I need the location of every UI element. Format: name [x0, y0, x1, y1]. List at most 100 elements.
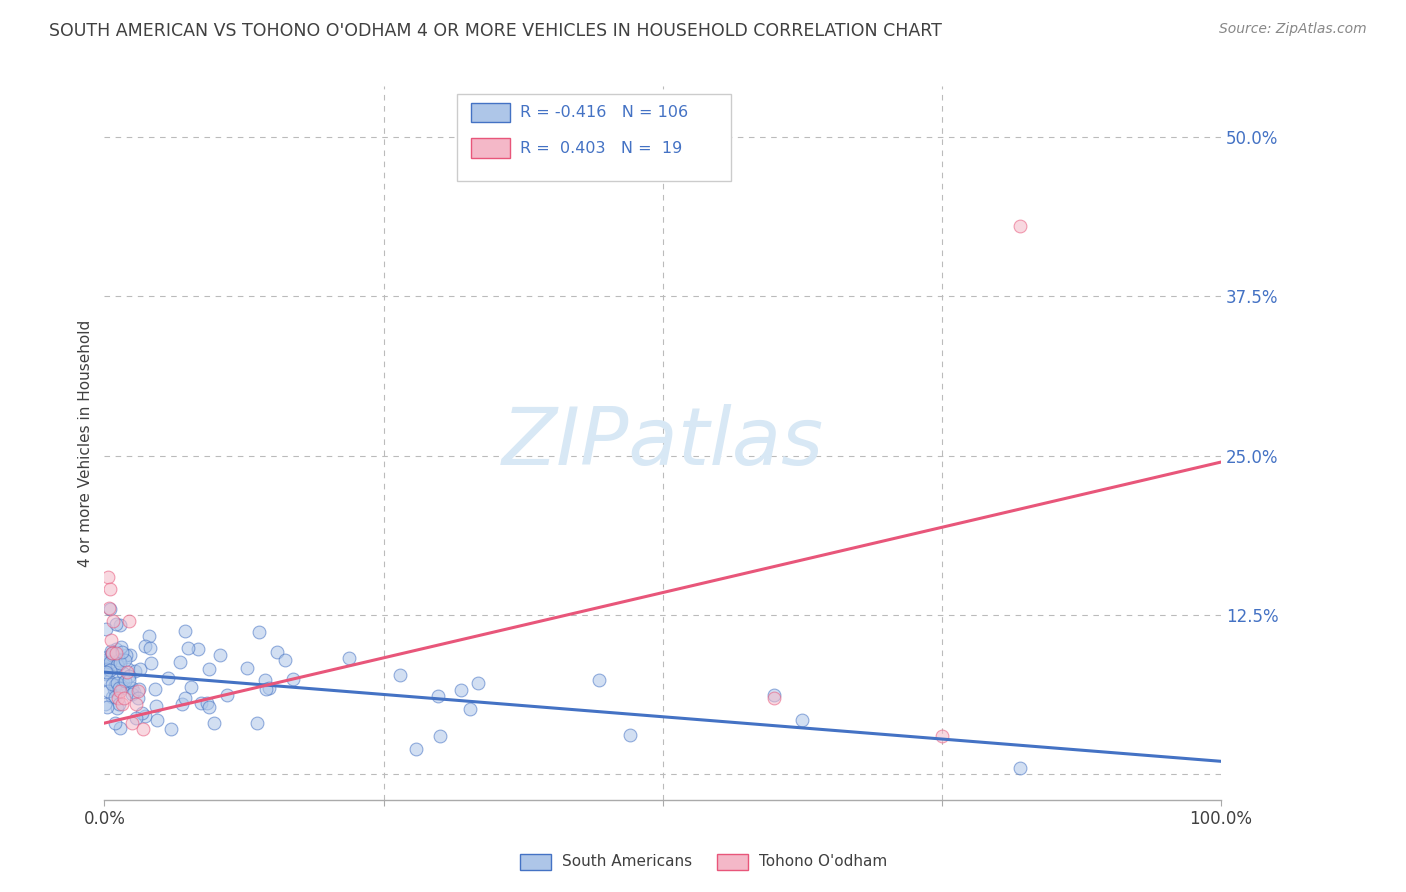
Point [105, 685, 128, 699]
Text: Tohono O'odham: Tohono O'odham [759, 855, 887, 869]
Point [1008, 219, 1031, 234]
Point [111, 666, 134, 681]
Point [97, 683, 120, 698]
Point [124, 697, 146, 711]
Point [118, 673, 141, 687]
Point [98, 655, 121, 669]
Point [138, 629, 160, 643]
Point [146, 713, 169, 727]
Point [246, 715, 269, 730]
Point [105, 676, 128, 690]
Point [94, 655, 117, 669]
Point [107, 657, 129, 672]
Point [104, 646, 127, 660]
Point [96, 649, 118, 664]
Point [174, 624, 197, 638]
Text: SOUTH AMERICAN VS TOHONO O'ODHAM 4 OR MORE VEHICLES IN HOUSEHOLD CORRELATION CHA: SOUTH AMERICAN VS TOHONO O'ODHAM 4 OR MO… [49, 22, 942, 40]
Point [405, 742, 427, 756]
Point [115, 665, 138, 680]
Point [187, 642, 209, 657]
Point [103, 614, 125, 628]
Point [266, 645, 288, 659]
Point [173, 691, 195, 706]
Point [108, 681, 131, 696]
Point [254, 673, 277, 687]
Point [388, 668, 411, 682]
Point [97, 601, 120, 615]
Point [101, 646, 124, 660]
Point [118, 614, 141, 628]
Point [131, 706, 153, 720]
Point [121, 687, 143, 701]
Point [108, 656, 131, 670]
Point [134, 639, 156, 653]
Point [1008, 761, 1031, 775]
Text: R = -0.416   N = 106: R = -0.416 N = 106 [520, 105, 689, 120]
Point [103, 681, 125, 696]
Point [159, 722, 181, 736]
Point [254, 681, 277, 696]
Point [337, 650, 360, 665]
Point [145, 699, 167, 714]
Point [141, 656, 163, 670]
Point [98, 602, 121, 616]
Point [114, 690, 136, 705]
Point [103, 650, 125, 665]
Point [108, 697, 131, 711]
Point [98, 663, 121, 677]
Point [132, 723, 155, 737]
Point [619, 728, 641, 742]
Point [134, 708, 156, 723]
Point [198, 699, 221, 714]
Point [143, 681, 166, 696]
Point [467, 676, 489, 690]
Point [97, 673, 120, 688]
Point [111, 645, 134, 659]
Point [101, 646, 124, 660]
Point [100, 633, 122, 648]
Point [108, 618, 131, 632]
Point [257, 681, 280, 695]
Point [104, 678, 127, 692]
Point [94, 661, 117, 675]
Point [460, 701, 482, 715]
Point [105, 668, 128, 682]
Point [283, 672, 305, 686]
Point [111, 697, 134, 711]
Point [118, 648, 141, 663]
Text: R =  0.403   N =  19: R = 0.403 N = 19 [520, 141, 682, 155]
Point [101, 677, 124, 691]
Point [94, 666, 117, 681]
Point [128, 682, 150, 697]
Point [236, 661, 259, 675]
Point [96, 700, 118, 714]
Point [104, 641, 127, 656]
Point [104, 690, 127, 704]
Point [209, 648, 232, 662]
Point [108, 721, 131, 735]
Point [202, 715, 225, 730]
Point [94, 623, 117, 637]
Point [110, 681, 132, 695]
Point [190, 696, 212, 710]
Point [169, 655, 191, 669]
Point [94, 665, 117, 679]
Point [114, 653, 136, 667]
Point [112, 676, 135, 690]
Point [139, 641, 162, 656]
Point [198, 662, 221, 676]
Point [125, 711, 148, 725]
Text: ZIPatlas: ZIPatlas [502, 404, 824, 482]
Point [763, 690, 786, 705]
Point [97, 569, 120, 583]
Point [101, 648, 124, 662]
Point [108, 684, 131, 698]
Point [98, 582, 121, 597]
Point [124, 685, 146, 699]
Point [121, 681, 143, 695]
Point [274, 653, 297, 667]
Point [104, 617, 127, 632]
Point [94, 697, 117, 711]
Text: Source: ZipAtlas.com: Source: ZipAtlas.com [1219, 22, 1367, 37]
Point [247, 625, 270, 640]
